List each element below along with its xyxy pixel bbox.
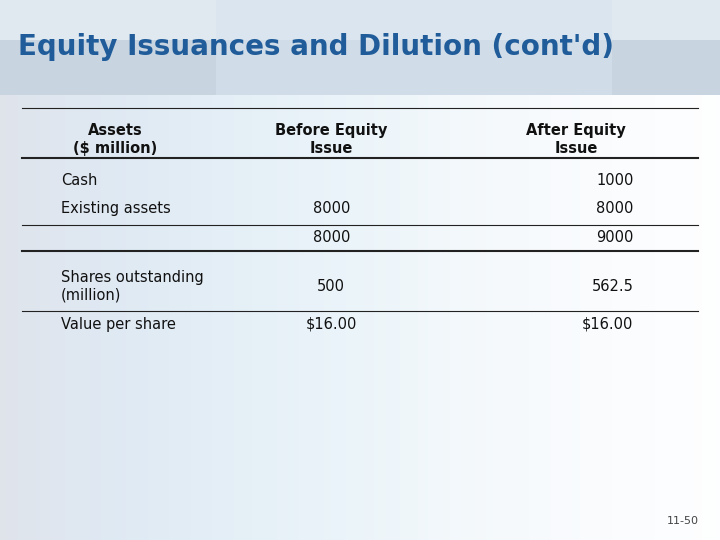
Text: Before Equity
Issue: Before Equity Issue bbox=[275, 123, 387, 156]
Text: Value per share: Value per share bbox=[61, 316, 176, 332]
Text: Equity Issuances and Dilution (cont'd): Equity Issuances and Dilution (cont'd) bbox=[18, 33, 614, 61]
Text: 9000: 9000 bbox=[596, 230, 634, 245]
Text: 8000: 8000 bbox=[312, 201, 350, 216]
Text: Assets
($ million): Assets ($ million) bbox=[73, 123, 158, 156]
Text: Cash: Cash bbox=[61, 173, 98, 188]
Text: 11-50: 11-50 bbox=[667, 516, 698, 526]
Text: 500: 500 bbox=[318, 279, 345, 294]
Text: After Equity
Issue: After Equity Issue bbox=[526, 123, 626, 156]
Text: $16.00: $16.00 bbox=[582, 316, 634, 332]
Text: Existing assets: Existing assets bbox=[61, 201, 171, 216]
FancyBboxPatch shape bbox=[216, 0, 612, 94]
Text: 8000: 8000 bbox=[596, 201, 634, 216]
Text: Shares outstanding
(million): Shares outstanding (million) bbox=[61, 270, 204, 302]
Text: $16.00: $16.00 bbox=[305, 316, 357, 332]
Bar bbox=[0, 0, 720, 40]
Bar bbox=[0, 0, 720, 94]
Text: 562.5: 562.5 bbox=[592, 279, 634, 294]
Text: 1000: 1000 bbox=[596, 173, 634, 188]
Text: 8000: 8000 bbox=[312, 230, 350, 245]
